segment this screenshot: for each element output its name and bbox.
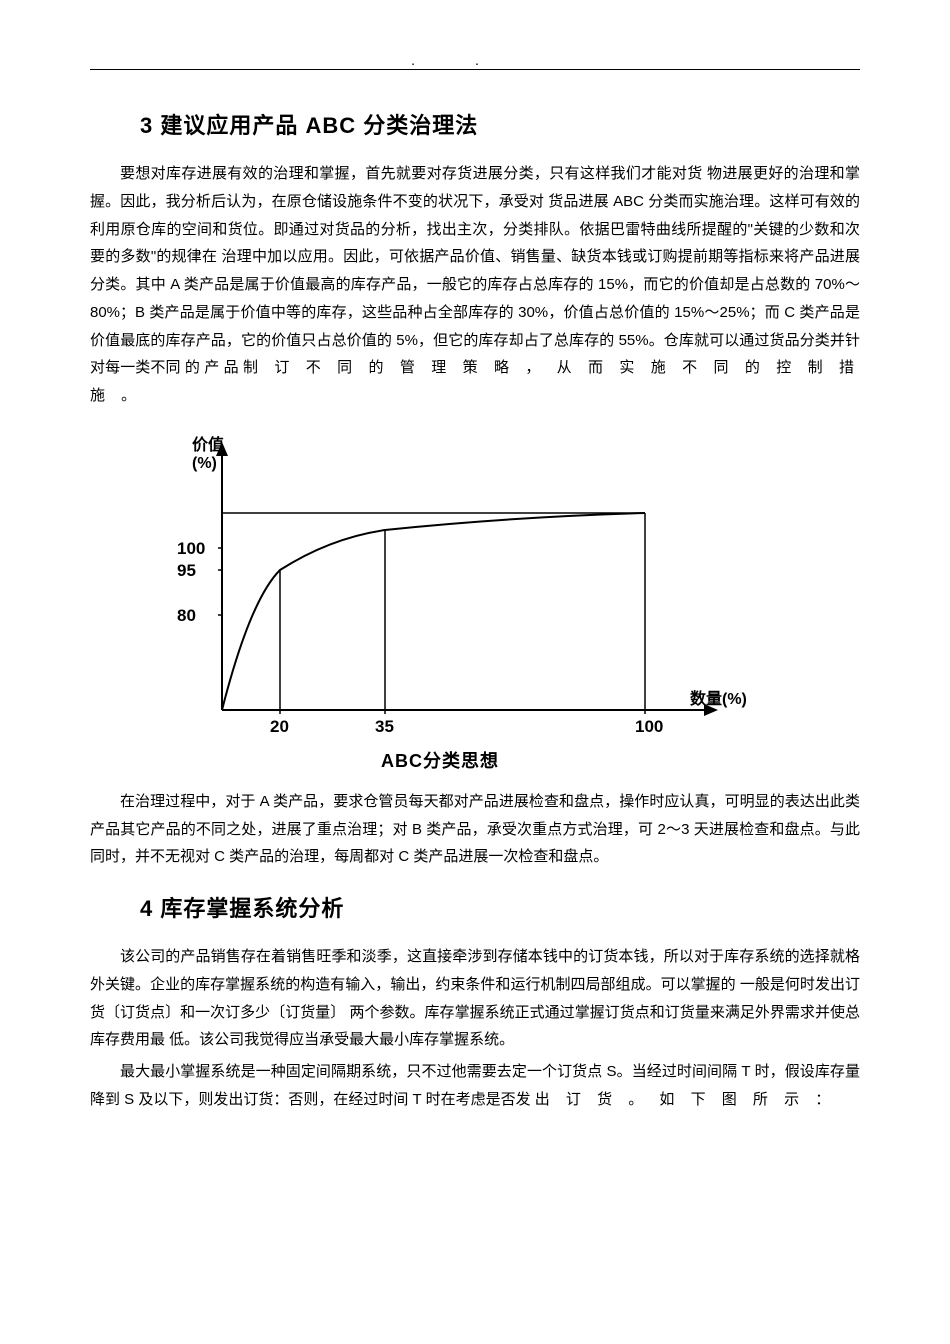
- svg-text:价值: 价值: [192, 435, 224, 454]
- page-top-dots: ..: [90, 52, 860, 68]
- section4-p1: 该公司的产品销售存在着销售旺季和淡季，这直接牵涉到存储本钱中的订货本钱，所以对于…: [90, 943, 860, 1054]
- abc-chart-svg: 价值(%) 数量(%) 80 95 100 20 35 100: [130, 430, 750, 740]
- svg-text:80: 80: [177, 606, 196, 625]
- section3-heading: 3 建议应用产品 ABC 分类治理法: [140, 108, 860, 140]
- svg-text:(%): (%): [192, 455, 217, 472]
- svg-text:20: 20: [270, 717, 289, 736]
- section4-heading: 4 库存掌握系统分析: [140, 891, 860, 923]
- section3-p1: 要想对库存进展有效的治理和掌握，首先就要对存货进展分类，只有这样我们才能对货 物…: [90, 160, 860, 410]
- svg-text:100: 100: [177, 539, 205, 558]
- svg-text:35: 35: [375, 717, 394, 736]
- section3b-p1: 在治理过程中，对于 A 类产品，要求仓管员每天都对产品进展检查和盘点，操作时应认…: [90, 788, 860, 871]
- svg-text:100: 100: [635, 717, 663, 736]
- section3-p1-text: 要想对库存进展有效的治理和掌握，首先就要对存货进展分类，只有这样我们才能对货 物…: [90, 165, 860, 376]
- abc-chart: 价值(%) 数量(%) 80 95 100 20 35 100 ABC分类思想: [130, 430, 750, 773]
- chart-caption: ABC分类思想: [130, 747, 750, 773]
- svg-text:数量(%): 数量(%): [690, 689, 747, 708]
- section4-p2-spaced: 出 订 货 。 如 下 图 所 示 ：: [535, 1091, 837, 1108]
- section4-p2: 最大最小掌握系统是一种固定间隔期系统，只不过他需要去定一个订货点 S。当经过时间…: [90, 1058, 860, 1114]
- svg-text:95: 95: [177, 561, 196, 580]
